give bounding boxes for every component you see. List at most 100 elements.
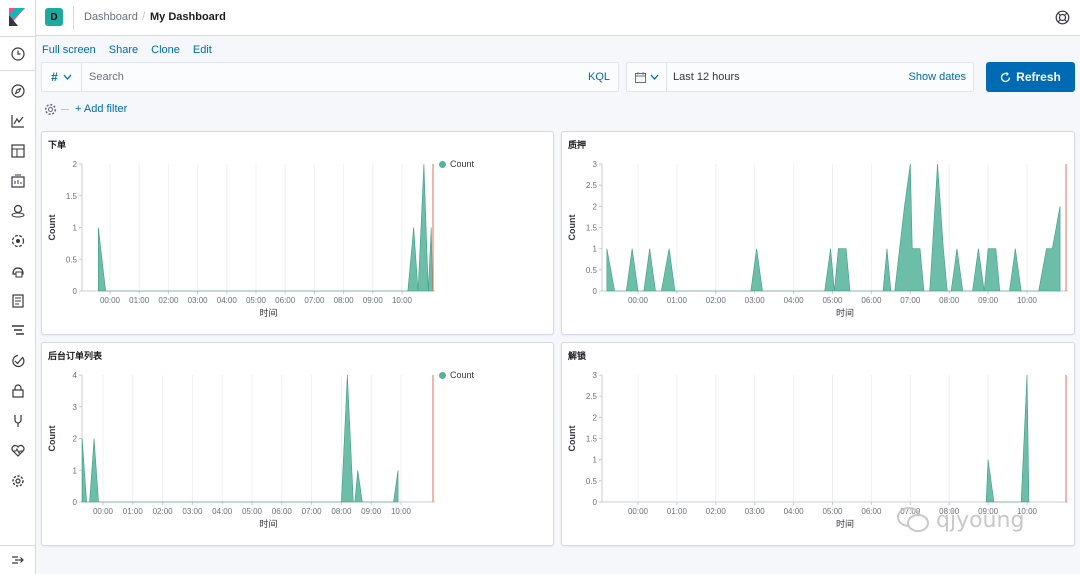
kql-toggle[interactable]: KQL <box>587 71 610 83</box>
edit-link[interactable]: Edit <box>192 44 212 56</box>
area-series <box>606 163 1061 292</box>
space-avatar[interactable]: D <box>45 8 63 26</box>
watermark: qjyoung <box>896 506 1024 534</box>
chevron-down-icon <box>63 74 72 80</box>
panel-title: 解锁 <box>568 351 587 361</box>
plot-area: 0 0.5 1 1.5 2 2.5 3 00:00 01:00 02:00 03:00 04:00 05… <box>567 371 1068 530</box>
x-tick-label: 09:00 <box>978 507 999 516</box>
x-axis-title: 时间 <box>836 518 854 530</box>
x-axis-title: 时间 <box>836 307 854 319</box>
wechat-icon <box>897 507 929 532</box>
breadcrumb-divider <box>73 6 74 30</box>
breadcrumb-dashboard[interactable]: Dashboard <box>84 11 138 23</box>
query-bar: # KQL <box>41 62 619 92</box>
filter-divider <box>61 109 69 110</box>
nav-divider <box>0 545 36 546</box>
search-input[interactable] <box>89 63 569 91</box>
date-picker: Last 12 hours Show dates <box>626 62 974 92</box>
panel-zhiya: 质押 0 0.5 1 1.5 2 2.5 3 00:00 01:00 02:00 03:00 04:0… <box>561 131 1075 335</box>
ml-icon[interactable] <box>9 232 26 249</box>
refresh-icon <box>1001 71 1011 82</box>
y-tick-label: 2 <box>73 160 78 169</box>
y-tick-label: 1.5 <box>66 192 78 201</box>
kibana-logo[interactable] <box>9 8 25 26</box>
security-icon[interactable] <box>9 382 26 399</box>
x-tick-label: 02:00 <box>158 296 179 305</box>
x-tick-label: 04:00 <box>217 296 238 305</box>
saved-query-button[interactable]: # <box>42 63 82 91</box>
x-tick-label: 02:00 <box>706 296 727 305</box>
full-screen-link[interactable]: Full screen <box>42 44 96 56</box>
x-tick-label: 08:00 <box>331 507 352 516</box>
x-tick-label: 03:00 <box>182 507 203 516</box>
clock-icon[interactable] <box>9 45 26 62</box>
legend-item[interactable]: Count <box>439 370 474 380</box>
x-tick-label: 02:00 <box>153 507 174 516</box>
monitoring-icon[interactable] <box>9 442 26 459</box>
nav-divider <box>0 36 36 37</box>
y-tick-label: 0 <box>73 498 78 507</box>
x-tick-label: 09:00 <box>363 296 384 305</box>
add-filter-link[interactable]: + Add filter <box>75 103 128 115</box>
legend-item[interactable]: Count <box>439 159 474 169</box>
plot-area: 0 0.5 1 1.5 2 00:00 01:00 02:00 03:00 04:00 05:00 0… <box>47 160 435 319</box>
clone-link[interactable]: Clone <box>151 44 180 56</box>
y-tick-label: 2 <box>593 413 598 422</box>
x-tick-label: 05:00 <box>822 507 843 516</box>
gear-icon[interactable] <box>44 103 57 116</box>
x-tick-label: 00:00 <box>93 507 114 516</box>
time-range-label[interactable]: Last 12 hours <box>673 71 740 83</box>
share-link[interactable]: Share <box>108 44 139 56</box>
legend-label: Count <box>450 159 475 169</box>
chevron-down-icon <box>650 74 658 80</box>
x-tick-label: 01:00 <box>123 507 144 516</box>
y-tick-label: 3 <box>73 403 78 412</box>
x-tick-label: 05:00 <box>246 296 267 305</box>
apm-icon[interactable] <box>9 322 26 339</box>
infrastructure-icon[interactable] <box>9 262 26 279</box>
area-chart: 0 1 2 3 4 00:00 01:00 02:00 03:00 04:00 05:00 06:00… <box>47 371 435 530</box>
x-tick-label: 10:00 <box>392 296 413 305</box>
y-axis-title: Count <box>567 215 577 241</box>
collapse-icon[interactable] <box>9 551 26 568</box>
y-tick-label: 3 <box>593 160 598 169</box>
panel-houtai-dingdan: 后台订单列表 0 1 2 3 4 00:00 01:00 02:00 03:00 04:00 05:… <box>41 342 554 546</box>
help-icon[interactable] <box>1055 10 1070 25</box>
legend-dot <box>439 371 446 379</box>
canvas-icon[interactable] <box>9 172 26 189</box>
y-tick-label: 2.5 <box>586 392 598 401</box>
x-tick-label: 09:00 <box>978 296 999 305</box>
management-icon[interactable] <box>9 472 26 489</box>
dashboard-icon[interactable] <box>9 142 26 159</box>
breadcrumb-current: My Dashboard <box>150 11 226 23</box>
refresh-button[interactable]: Refresh <box>986 62 1075 92</box>
panel-title: 质押 <box>568 140 587 150</box>
y-tick-label: 1 <box>593 456 598 465</box>
x-tick-label: 01:00 <box>129 296 150 305</box>
compass-icon[interactable] <box>9 82 26 99</box>
devtools-icon[interactable] <box>9 412 26 429</box>
x-tick-label: 01:00 <box>667 507 688 516</box>
x-tick-label: 10:00 <box>1017 296 1038 305</box>
x-tick-label: 08:00 <box>939 507 960 516</box>
y-axis-title: Count <box>567 426 577 452</box>
y-tick-label: 0 <box>593 287 598 296</box>
x-tick-label: 07:00 <box>900 296 921 305</box>
x-tick-label: 02:00 <box>706 507 727 516</box>
x-tick-label: 08:00 <box>939 296 960 305</box>
maps-icon[interactable] <box>9 202 26 219</box>
quick-select-button[interactable] <box>627 63 667 91</box>
y-tick-label: 1.5 <box>586 435 598 444</box>
logs-icon[interactable] <box>9 292 26 309</box>
query-type-label: # <box>51 70 58 84</box>
visualize-icon[interactable] <box>9 112 26 129</box>
panel-jiesuo: 解锁 0 0.5 1 1.5 2 2.5 3 00:00 01:00 02:00 03:00 04:0… <box>561 342 1075 546</box>
watermark-text: qjyoung <box>936 507 1025 533</box>
area-series <box>985 374 1030 503</box>
show-dates-link[interactable]: Show dates <box>908 71 966 83</box>
x-tick-label: 10:00 <box>1017 507 1038 516</box>
x-tick-label: 03:00 <box>188 296 209 305</box>
x-tick-label: 07:00 <box>304 296 325 305</box>
x-tick-label: 00:00 <box>628 507 649 516</box>
uptime-icon[interactable] <box>9 352 26 369</box>
